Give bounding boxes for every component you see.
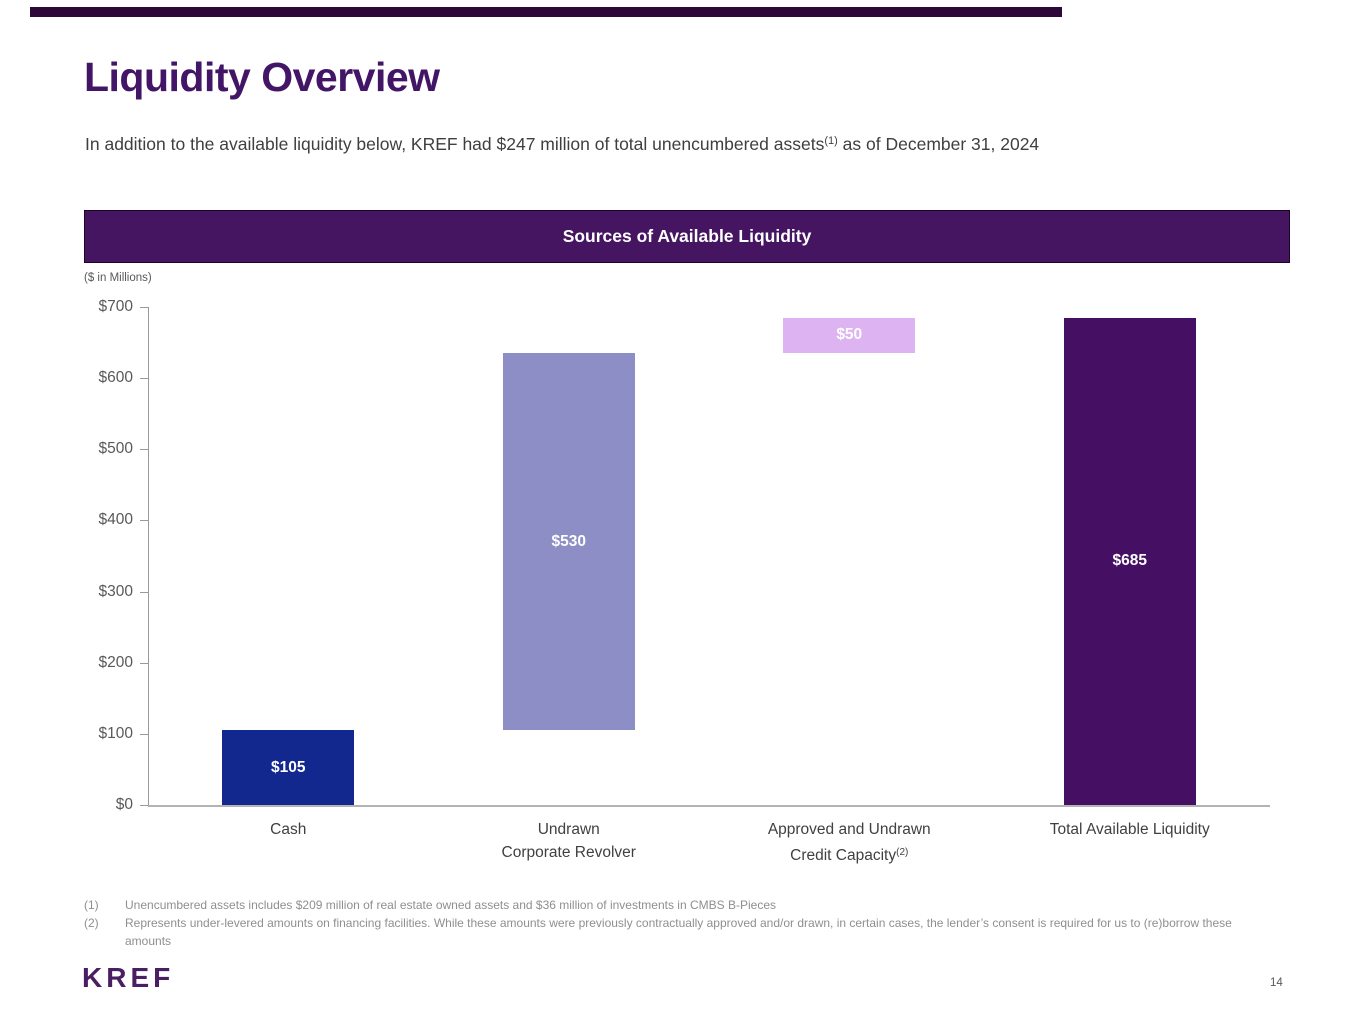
chart-bar: $50: [783, 317, 916, 354]
units-label: ($ in Millions): [84, 272, 152, 284]
x-category-label-line: Total Available Liquidity: [1049, 821, 1210, 838]
y-tick-label: $600: [98, 369, 133, 387]
y-tick-mark: [140, 805, 148, 806]
footnote-1-text: Unencumbered assets includes $209 millio…: [125, 898, 776, 912]
y-tick-mark: [140, 733, 148, 735]
x-category-label: Total Available Liquidity: [980, 818, 1280, 841]
page-number: 14: [1270, 977, 1283, 989]
y-tick-label: $200: [98, 653, 133, 671]
page-title: Liquidity Overview: [84, 54, 440, 100]
chart-bar: $105: [222, 730, 355, 805]
footnote-1-marker: (1): [84, 898, 99, 912]
y-tick-mark: [140, 378, 148, 380]
x-category-label-line: Undrawn: [537, 821, 600, 838]
y-tick-mark: [140, 449, 148, 451]
bar-value-label: $105: [271, 758, 306, 776]
bar-value-label: $530: [551, 532, 586, 550]
footnotes: (1) Unencumbered assets includes $209 mi…: [84, 896, 1294, 950]
bar-value-label: $50: [836, 326, 863, 344]
x-category-label-line: Corporate Revolver: [501, 844, 636, 861]
x-category-footnote-ref: (2): [896, 847, 909, 858]
x-category-label: Undrawn Corporate Revolver: [419, 818, 719, 864]
kref-logo: KREF: [82, 962, 175, 993]
y-tick-label: $100: [98, 724, 133, 742]
y-tick-label: $0: [115, 796, 133, 813]
y-tick-label: $700: [98, 298, 133, 315]
chart-title: Sources of Available Liquidity: [562, 226, 812, 246]
footnote-2-marker: (2): [84, 916, 99, 930]
footnote-2-text: Represents under-levered amounts on fina…: [125, 916, 1232, 948]
y-tick-mark: [140, 307, 148, 308]
footnote-1: (1) Unencumbered assets includes $209 mi…: [84, 896, 1294, 914]
chart-bar: $530: [502, 353, 635, 731]
x-category-label-line: Approved and Undrawn: [767, 821, 931, 838]
bar-value-label: $685: [1112, 552, 1147, 570]
y-tick-mark: [140, 520, 148, 522]
y-tick-label: $500: [98, 440, 133, 458]
y-tick-mark: [140, 591, 148, 593]
x-axis-line: [148, 805, 1270, 807]
y-tick-label: $400: [98, 511, 133, 529]
x-category-label-line: Cash: [270, 821, 307, 838]
x-category-label-line: Credit Capacity(2): [790, 847, 909, 864]
y-axis-line: [148, 307, 149, 805]
subtitle: In addition to the available liquidity b…: [85, 134, 1305, 155]
top-accent-rule: [30, 7, 1062, 17]
subtitle-date-text: as of December 31, 2024: [837, 134, 1040, 154]
subtitle-text: In addition to the available liquidity b…: [85, 134, 825, 154]
footnote-2: (2) Represents under-levered amounts on …: [84, 914, 1294, 950]
x-category-label: Approved and Undrawn Credit Capacity(2): [699, 818, 999, 867]
chart-bar: $685: [1063, 317, 1196, 805]
chart-title-banner: Sources of Available Liquidity: [84, 210, 1290, 263]
y-tick-mark: [140, 662, 148, 664]
subtitle-footnote-ref: (1): [824, 135, 838, 147]
x-category-label: Cash: [138, 818, 438, 841]
y-tick-label: $300: [98, 582, 133, 600]
